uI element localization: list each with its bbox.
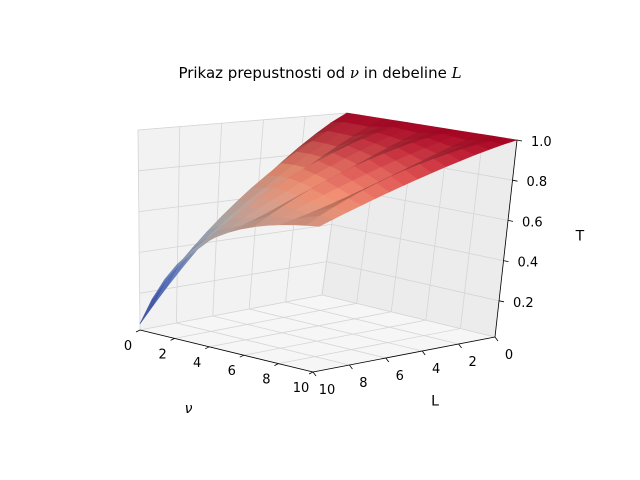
nu-tick-mark-4 xyxy=(205,346,210,350)
T-tick-mark-0.4 xyxy=(503,260,509,263)
L-tick-label-2: 2 xyxy=(468,355,476,370)
nu-tick-mark-0 xyxy=(135,329,141,333)
L-tick-label-0: 0 xyxy=(505,348,513,363)
nu-tick-label-4: 4 xyxy=(193,356,201,371)
T-tick-mark-0.8 xyxy=(512,179,518,182)
tick-marks xyxy=(135,139,523,377)
T-tick-mark-0.6 xyxy=(507,220,514,222)
nu-axis-label: ν xyxy=(185,401,193,417)
nu-tick-label-10: 10 xyxy=(293,381,310,396)
tick-labels: 10 8 6 4 2 0 10 8 6 4 2 0 0.2 0.4 0.6 0.8 1.0 ν L T xyxy=(124,135,585,417)
axis-lines xyxy=(139,139,518,373)
nu-axis-line xyxy=(139,329,314,373)
T-tick-mark-1.0 xyxy=(516,139,523,142)
title-L-symbol: L xyxy=(451,64,462,82)
nu-tick-label-0: 0 xyxy=(124,339,132,354)
nu-tick-label-8: 8 xyxy=(262,373,270,388)
title-middle: in debeline xyxy=(359,64,452,82)
T-tick-label-0.8: 0.8 xyxy=(527,175,548,190)
title-prefix: Prikaz prepustnosti od xyxy=(178,64,350,82)
T-tick-label-1.0: 1.0 xyxy=(531,135,552,150)
nu-tick-label-6: 6 xyxy=(228,364,236,379)
T-tick-mark-0.2 xyxy=(498,300,505,303)
surface-patch-13-13 xyxy=(305,215,334,227)
L-axis-label: L xyxy=(431,394,439,410)
T-tick-label-0.2: 0.2 xyxy=(513,296,534,311)
surface-mesh xyxy=(139,112,518,325)
T-axis-line xyxy=(494,139,518,338)
nu-tick-mark-10 xyxy=(308,371,314,375)
title-nu-symbol: ν xyxy=(349,64,360,82)
nu-tick-label-2: 2 xyxy=(158,347,166,362)
nu-tick-mark-2 xyxy=(170,338,175,341)
grid-line-z-0.2 xyxy=(139,261,500,302)
L-tick-mark-2 xyxy=(458,343,462,349)
L-tick-label-6: 6 xyxy=(396,369,404,384)
T-axis-label: T xyxy=(575,228,585,244)
L-axis-line xyxy=(312,336,496,373)
chart-title: Prikaz prepustnosti od ν in debeline L xyxy=(0,64,640,82)
T-tick-label-0.4: 0.4 xyxy=(518,256,539,271)
L-tick-label-10: 10 xyxy=(319,383,336,398)
L-tick-label-8: 8 xyxy=(359,376,367,391)
L-tick-mark-0 xyxy=(494,336,499,342)
nu-tick-mark-6 xyxy=(239,354,244,358)
L-tick-label-4: 4 xyxy=(432,362,440,377)
L-tick-mark-10 xyxy=(312,371,317,377)
nu-tick-mark-8 xyxy=(274,363,279,366)
L-tick-mark-4 xyxy=(421,350,426,356)
L-tick-mark-6 xyxy=(385,357,390,363)
L-tick-mark-8 xyxy=(349,364,353,370)
grid-line-L-8 xyxy=(175,126,350,366)
T-tick-label-0.6: 0.6 xyxy=(522,215,543,230)
grid-line-L-6 xyxy=(212,123,386,359)
